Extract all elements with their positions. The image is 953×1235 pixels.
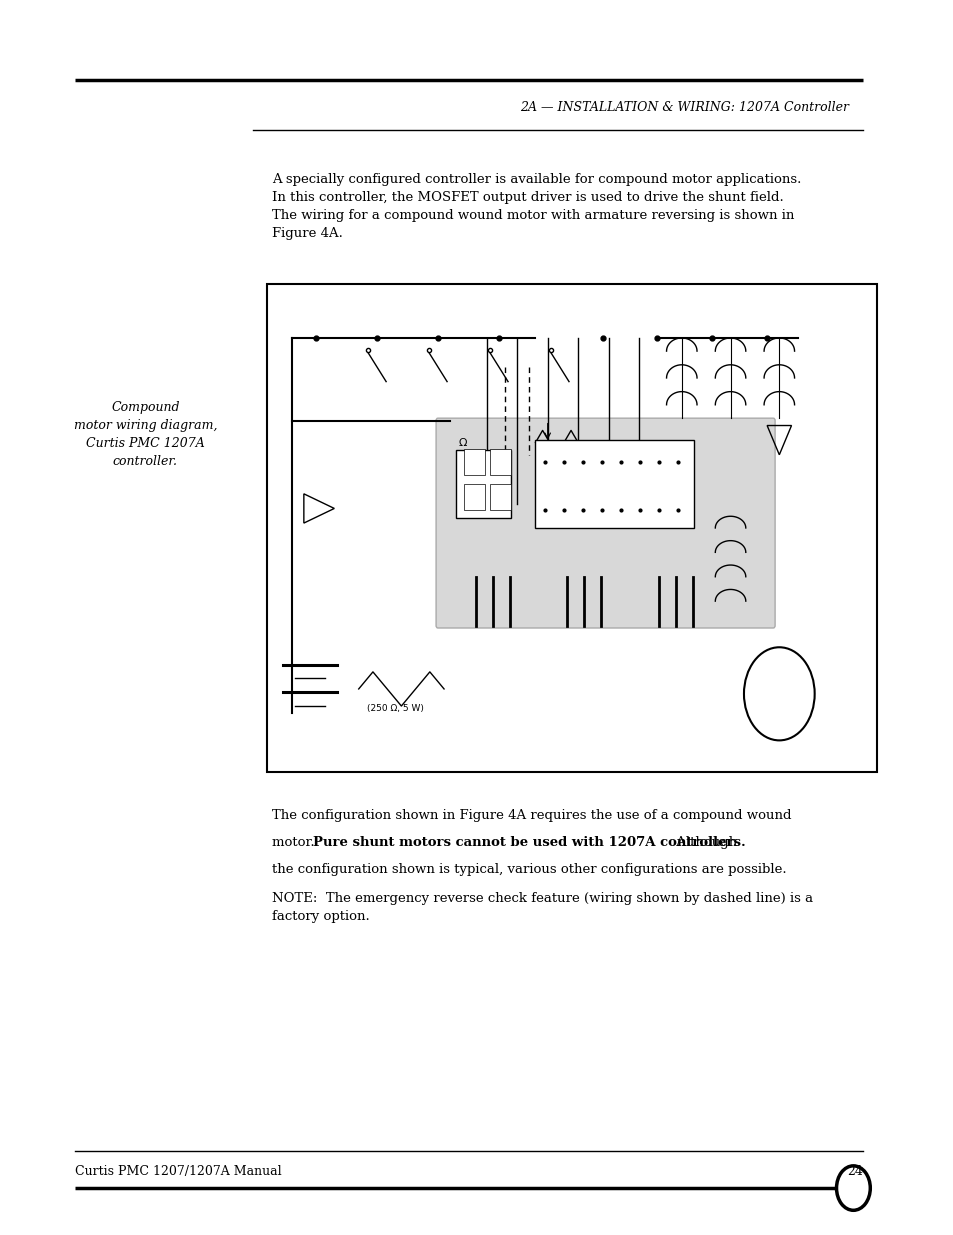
Text: NOTE:  The emergency reverse check feature (wiring shown by dashed line) is a
fa: NOTE: The emergency reverse check featur… (272, 892, 812, 923)
Text: motor.: motor. (272, 836, 318, 850)
Text: Compound
motor wiring diagram,
Curtis PMC 1207A
controller.: Compound motor wiring diagram, Curtis PM… (73, 401, 217, 468)
Text: (250 Ω, 5 W): (250 Ω, 5 W) (367, 704, 423, 713)
Bar (456, 450, 511, 519)
Text: 2A — INSTALLATION & WIRING: 1207A Controller: 2A — INSTALLATION & WIRING: 1207A Contro… (519, 100, 848, 114)
FancyBboxPatch shape (436, 419, 774, 629)
Text: Pure shunt motors cannot be used with 1207A controllers.: Pure shunt motors cannot be used with 12… (313, 836, 745, 850)
Text: 24: 24 (846, 1165, 862, 1178)
Bar (535, 440, 693, 529)
Text: Curtis PMC 1207/1207A Manual: Curtis PMC 1207/1207A Manual (75, 1165, 281, 1178)
Bar (463, 484, 484, 510)
Bar (490, 484, 511, 510)
Text: the configuration shown is typical, various other configurations are possible.: the configuration shown is typical, vari… (272, 863, 786, 877)
Bar (267, 284, 876, 772)
Text: The configuration shown in Figure 4A requires the use of a compound wound: The configuration shown in Figure 4A req… (272, 809, 791, 823)
Bar (463, 450, 484, 475)
Text: Ω: Ω (457, 437, 466, 447)
Bar (490, 450, 511, 475)
Text: A specially configured controller is available for compound motor applications.
: A specially configured controller is ava… (272, 173, 801, 240)
Text: Although: Although (672, 836, 737, 850)
